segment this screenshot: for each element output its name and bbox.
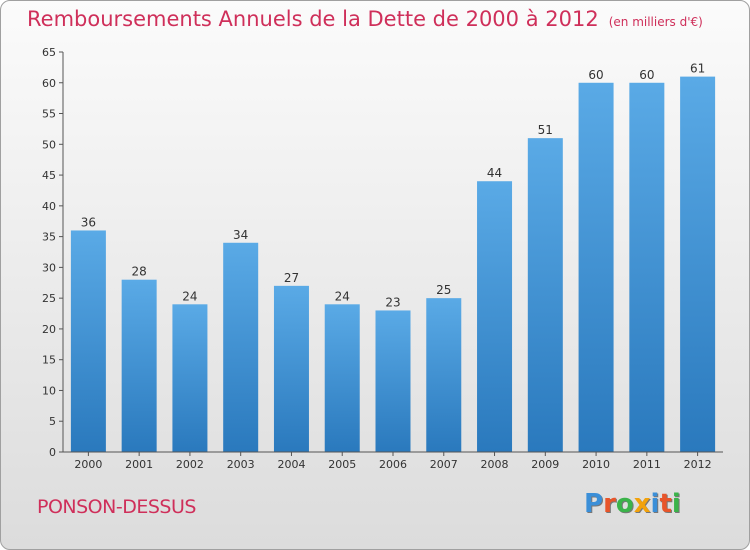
x-tick-label-2004: 2004 — [277, 458, 305, 471]
y-axis: 0 5 10 15 20 25 30 35 40 45 50 55 60 65 — [42, 46, 64, 459]
bar-2003 — [223, 242, 259, 452]
commune-name: PONSON-DESSUS — [37, 496, 196, 518]
y-tick-label: 60 — [42, 77, 56, 90]
data-label-2006: 23 — [385, 295, 400, 309]
x-tick-label-2000: 2000 — [74, 458, 102, 471]
logo-letter: i — [650, 489, 660, 519]
bar-2008 — [477, 181, 513, 452]
y-tick-label: 30 — [42, 261, 56, 274]
bar-2000 — [70, 230, 106, 452]
x-tick-label-2012: 2012 — [684, 458, 712, 471]
proxiti-logo: Proxiti — [584, 489, 681, 519]
y-tick-label: 65 — [42, 46, 56, 59]
x-tick-label-2006: 2006 — [379, 458, 407, 471]
bar-2005 — [324, 304, 360, 452]
bar-2001 — [121, 279, 157, 452]
data-label-2011: 60 — [639, 68, 654, 82]
data-label-2003: 34 — [233, 228, 248, 242]
bar-2011 — [629, 82, 665, 453]
bar-2010 — [578, 82, 614, 453]
x-tick-label-2008: 2008 — [481, 458, 509, 471]
bar-2006 — [375, 310, 411, 452]
logo-letter: o — [615, 489, 634, 519]
y-tick-label: 5 — [49, 415, 56, 428]
y-tick-label: 15 — [42, 354, 56, 367]
y-tick-label: 25 — [42, 292, 56, 305]
data-label-2012: 61 — [690, 62, 705, 76]
bar-2009 — [527, 138, 563, 452]
data-label-2008: 44 — [487, 166, 502, 180]
bar-2007 — [426, 298, 462, 452]
data-label-2002: 24 — [182, 289, 197, 303]
logo-letter: x — [633, 489, 651, 519]
x-tick-label-2010: 2010 — [582, 458, 610, 471]
bars: 36 28 24 34 27 24 23 25 44 51 60 60 61 — [70, 62, 716, 453]
y-tick-label: 45 — [42, 169, 56, 182]
y-tick-label: 35 — [42, 231, 56, 244]
y-tick-label: 10 — [42, 384, 56, 397]
bar-2012 — [680, 76, 716, 452]
data-label-2004: 27 — [284, 271, 299, 285]
data-label-2007: 25 — [436, 283, 451, 297]
y-tick-label: 50 — [42, 138, 56, 151]
x-tick-label-2002: 2002 — [176, 458, 204, 471]
y-tick-label: 20 — [42, 323, 56, 336]
chart-title: Remboursements Annuels de la Dette de 20… — [27, 7, 703, 31]
y-tick-label: 40 — [42, 200, 56, 213]
x-tick-label-2009: 2009 — [531, 458, 559, 471]
y-tick-label: 0 — [49, 446, 56, 459]
x-tick-label-2011: 2011 — [633, 458, 661, 471]
chart-title-text: Remboursements Annuels de la Dette de 20… — [27, 7, 599, 31]
logo-letter: t — [659, 489, 672, 519]
logo-letter: P — [584, 489, 604, 519]
data-label-2010: 60 — [588, 68, 603, 82]
x-tick-label-2007: 2007 — [430, 458, 458, 471]
data-label-2005: 24 — [335, 289, 350, 303]
x-tick-label-2003: 2003 — [227, 458, 255, 471]
x-tick-label-2005: 2005 — [328, 458, 356, 471]
data-label-2009: 51 — [538, 123, 553, 137]
bar-2002 — [172, 304, 208, 452]
logo-letter: i — [671, 489, 681, 519]
x-axis: 2000 2001 2002 2003 2004 2005 2006 2007 2008 2009… — [63, 451, 723, 471]
logo-letter: r — [603, 489, 616, 519]
y-tick-label: 55 — [42, 108, 56, 121]
x-tick-label-2001: 2001 — [125, 458, 153, 471]
chart-subtitle: (en milliers d'€) — [608, 15, 703, 29]
data-label-2000: 36 — [81, 215, 96, 229]
data-label-2001: 28 — [132, 265, 147, 279]
bar-2004 — [273, 285, 309, 452]
